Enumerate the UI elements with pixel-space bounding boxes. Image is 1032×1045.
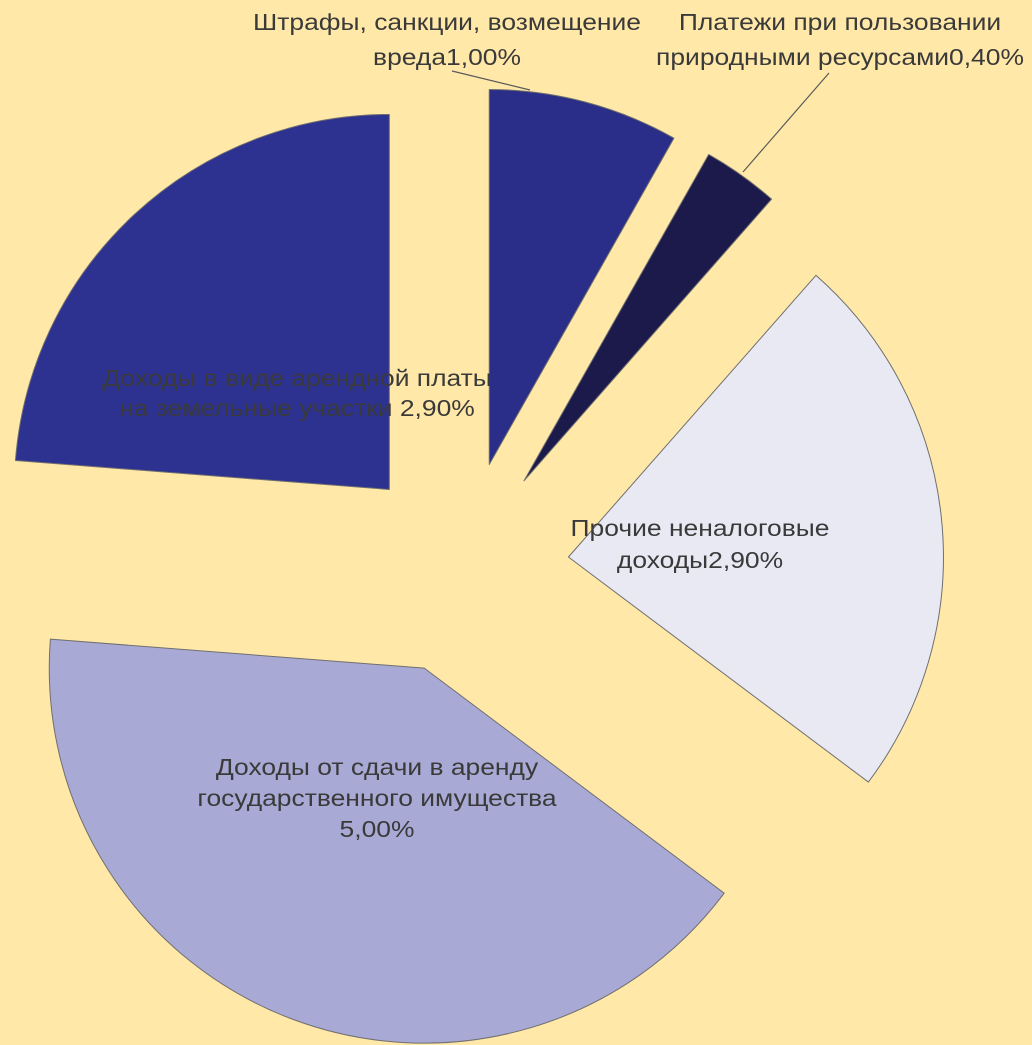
slice-label-line: вреда1,00% bbox=[373, 46, 521, 71]
pie-slice-land-lease-income bbox=[14, 113, 390, 490]
pie-slice-state-property-rent bbox=[48, 638, 725, 1044]
slice-labels: Штрафы, санкции, возмещение вреда1,00% Пла… bbox=[102, 11, 1024, 843]
slice-label-line: Доходы от сдачи в аренду bbox=[216, 756, 539, 781]
slice-label-line: 5,00% bbox=[340, 818, 415, 843]
slice-label-text: Прочие неналоговые доходы2,90% bbox=[571, 517, 830, 574]
slice-label-line: Штрафы, санкции, возмещение bbox=[253, 11, 641, 36]
slice-label-text: Штрафы, санкции, возмещение вреда1,00% bbox=[253, 11, 641, 71]
slice-label-land-lease-income: Доходы в виде арендной платы на земельные… bbox=[102, 367, 492, 422]
pie-slices bbox=[14, 89, 944, 1044]
slice-label-natural-resources-payments: Платежи при пользовании природными ресурс… bbox=[656, 11, 1024, 71]
slice-label-other-non-tax-income: Прочие неналоговые доходы2,90% bbox=[571, 517, 830, 574]
slice-label-text: Доходы от сдачи в аренду государственного… bbox=[197, 756, 556, 843]
slice-label-text: Платежи при пользовании природными ресурс… bbox=[656, 11, 1024, 71]
slice-label-state-property-rent: Доходы от сдачи в аренду государственного… bbox=[197, 756, 556, 843]
slice-label-fines-sanctions: Штрафы, санкции, возмещение вреда1,00% bbox=[253, 11, 641, 71]
leader-line-natural-resources-payments bbox=[742, 72, 830, 173]
slice-label-line: Прочие неналоговые bbox=[571, 517, 830, 542]
leader-lines bbox=[451, 70, 830, 173]
slice-label-text: Доходы в виде арендной платы на земельные… bbox=[102, 367, 492, 422]
slice-label-line: доходы2,90% bbox=[617, 549, 783, 574]
slice-label-line: Доходы в виде арендной платы bbox=[102, 367, 492, 392]
slice-label-line: природными ресурсами0,40% bbox=[656, 46, 1024, 71]
slice-label-line: государственного имущества bbox=[197, 787, 556, 812]
pie-slice-other-non-tax-income bbox=[567, 274, 944, 783]
slice-label-line: на земельные участки 2,90% bbox=[119, 397, 475, 422]
pie-slice-natural-resources-payments bbox=[523, 153, 773, 482]
leader-line-fines-sanctions bbox=[451, 70, 531, 91]
slice-label-line: Платежи при пользовании bbox=[679, 11, 1001, 36]
pie-slice-fines-sanctions bbox=[488, 89, 675, 466]
